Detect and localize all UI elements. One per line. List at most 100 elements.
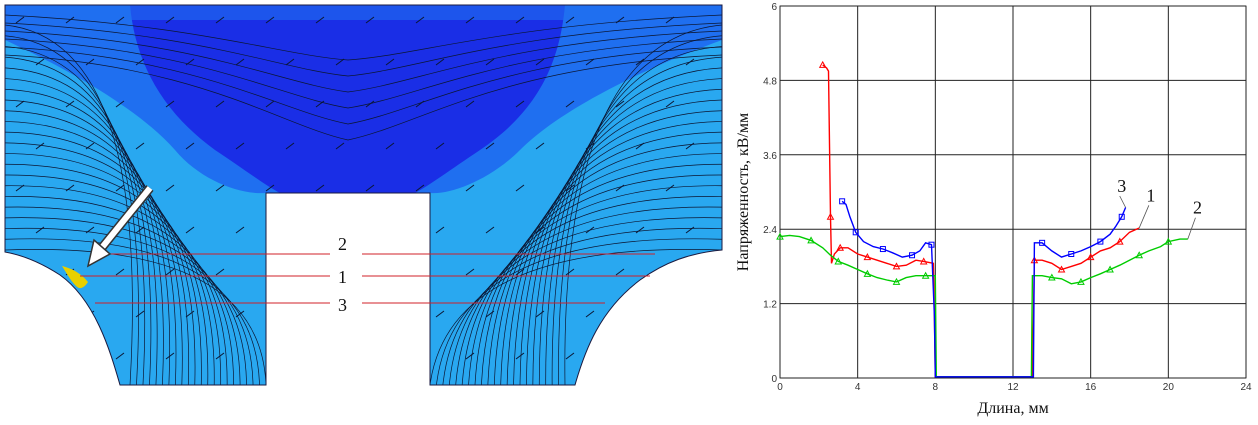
- field-vector-mark: [365, 352, 375, 360]
- data-point: [1077, 277, 1085, 285]
- field-line: [5, 30, 722, 93]
- field-vector-mark: [435, 226, 445, 234]
- field-line: [519, 99, 722, 385]
- field-vector-mark: [685, 226, 695, 234]
- field-vector-mark: [235, 142, 245, 150]
- data-point: [1118, 213, 1125, 220]
- field-vector-mark: [185, 58, 195, 66]
- field-vector-mark: [115, 268, 125, 276]
- field-line: [5, 22, 722, 77]
- field-vector-mark: [435, 142, 445, 150]
- field-line: [506, 121, 722, 385]
- x-tick-label: 12: [1007, 382, 1019, 393]
- field-line: [5, 24, 133, 385]
- field-line: [5, 110, 183, 385]
- field-line: [5, 46, 722, 125]
- field-vector-mark: [685, 142, 695, 150]
- field-line: [532, 78, 722, 385]
- data-point: [928, 241, 935, 248]
- field-vector-mark: [465, 268, 475, 276]
- field-vector-mark: [135, 310, 145, 318]
- series-label-3: 3: [1117, 176, 1126, 196]
- field-vector-mark: [565, 16, 575, 24]
- data-point: [1047, 273, 1056, 281]
- data-point: [1057, 265, 1066, 273]
- field-vector-mark: [165, 352, 175, 360]
- field-line: [5, 185, 228, 385]
- field-vector-mark: [315, 16, 325, 24]
- field-line: [448, 217, 722, 385]
- data-point: [776, 232, 784, 240]
- field-vector-mark: [615, 184, 625, 192]
- field-vector-mark: [165, 100, 175, 108]
- field-vector-mark: [285, 226, 295, 234]
- field-line: [5, 217, 247, 385]
- field-vector-mark: [535, 142, 545, 150]
- data-point: [863, 253, 872, 261]
- field-vector-mark: [85, 226, 95, 234]
- field-vector-mark: [215, 100, 225, 108]
- field-vector-mark: [65, 16, 75, 24]
- field-line: [5, 38, 722, 109]
- field-vector-mark: [285, 58, 295, 66]
- field-line: [513, 110, 722, 385]
- field-vector-mark: [115, 100, 125, 108]
- field-vector-mark: [585, 310, 595, 318]
- field-vector-mark: [665, 16, 675, 24]
- data-point: [1039, 239, 1046, 246]
- y-tick-label: 1.2: [763, 300, 777, 311]
- data-point: [1086, 253, 1095, 261]
- field-vector-mark: [635, 142, 645, 150]
- field-line: [436, 238, 722, 385]
- y-axis-label: Напряженность, кВ/мм: [735, 113, 752, 271]
- field-line: [5, 196, 234, 385]
- field-outline: [4, 4, 723, 386]
- data-point: [818, 60, 827, 68]
- field-vector-mark: [385, 226, 395, 234]
- field-line: [5, 153, 209, 385]
- data-point: [834, 257, 843, 265]
- field-vector-mark: [415, 184, 425, 192]
- field-vector-mark: [85, 58, 95, 66]
- field-vector-mark: [515, 184, 525, 192]
- series-label-leader: [1187, 217, 1196, 240]
- data-point: [807, 236, 815, 244]
- field-line: [5, 131, 196, 385]
- data-point: [852, 229, 859, 236]
- field-vector-mark: [285, 310, 295, 318]
- field-vector-mark: [135, 58, 145, 66]
- field-line: [461, 196, 722, 385]
- field-vector-mark: [335, 58, 345, 66]
- x-tick-label: 20: [1163, 382, 1175, 393]
- field-vector-mark: [215, 352, 225, 360]
- field-body: [5, 5, 722, 385]
- field-vector-mark: [665, 100, 675, 108]
- series-label-1: 1: [1146, 185, 1155, 205]
- field-strength-chart: 0 4 8 12 16 20 24 01.22.43.64.86 3 12 Длина, мм…: [735, 2, 1252, 417]
- field-vector-mark: [265, 16, 275, 24]
- field-vector-mark: [365, 268, 375, 276]
- field-vector-mark: [635, 310, 645, 318]
- field-vector-mark: [235, 310, 245, 318]
- field-vector-mark: [165, 268, 175, 276]
- field-vector-mark: [585, 226, 595, 234]
- field-vector-mark: [665, 268, 675, 276]
- field-line: [5, 14, 722, 61]
- field-vector-mark: [415, 16, 425, 24]
- field-line: [500, 131, 722, 385]
- field-line: [487, 153, 722, 385]
- field-vector-mark: [515, 16, 525, 24]
- field-line: [5, 142, 202, 385]
- field-vector-mark: [435, 58, 445, 66]
- x-axis-label: Длина, мм: [977, 400, 1048, 417]
- field-vector-mark: [15, 352, 25, 360]
- data-point: [836, 243, 845, 251]
- series-label-leader: [1138, 205, 1150, 229]
- series-label-2: 2: [1193, 198, 1202, 218]
- data-point: [1068, 251, 1075, 257]
- field-vector-mark: [665, 184, 675, 192]
- y-tick-label: 3.6: [763, 151, 777, 162]
- field-vector-mark: [135, 226, 145, 234]
- field-vector-mark: [585, 58, 595, 66]
- cut-line-label-1: 1: [338, 267, 347, 287]
